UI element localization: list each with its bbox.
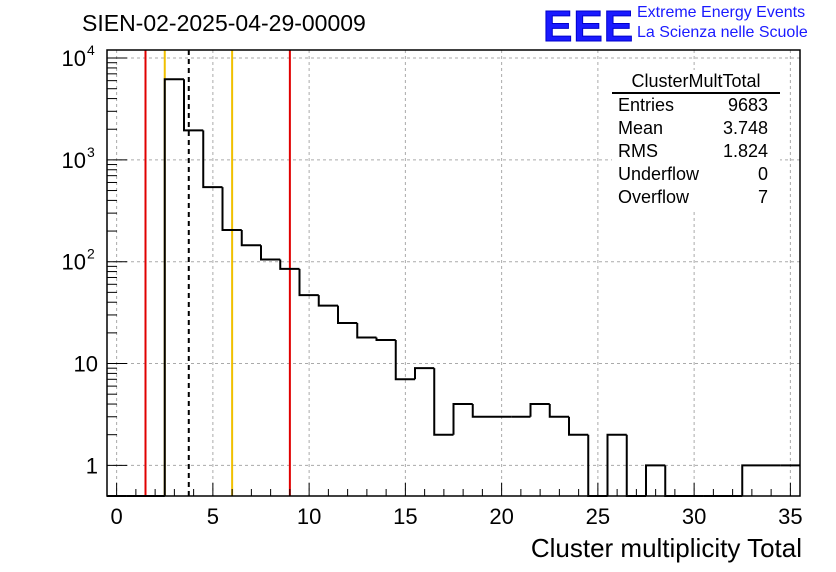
histogram-bin <box>240 229 261 247</box>
histogram-bin <box>202 130 223 189</box>
y-tick-label: 10 <box>62 148 86 173</box>
stats-row-underflow: Underflow 0 <box>612 163 780 186</box>
histogram-bin <box>163 78 184 496</box>
stats-row-entries: Entries 9683 <box>612 94 780 117</box>
stats-row-rms: RMS 1.824 <box>612 140 780 163</box>
stats-row-overflow: Overflow 7 <box>612 186 780 209</box>
stats-value: 3.748 <box>722 118 768 138</box>
y-tick-label: 10 <box>62 46 86 71</box>
y-tick-label: 1 <box>86 453 98 478</box>
stats-row-mean: Mean 3.748 <box>612 117 780 140</box>
histogram-bin <box>317 295 338 307</box>
histogram-bin <box>337 305 358 325</box>
histogram-bin <box>741 464 762 496</box>
histogram-bin <box>414 367 435 380</box>
y-tick-exponent: 2 <box>87 246 95 262</box>
stats-value: 7 <box>757 187 768 207</box>
stats-label: Entries <box>618 95 675 115</box>
y-tick-exponent: 4 <box>87 42 95 58</box>
logo-subtitle-2: La Scienza nelle Scuole <box>637 24 808 41</box>
chart-title: SIEN-02-2025-04-29-00009 <box>82 10 366 36</box>
stats-value: 0 <box>757 164 768 184</box>
x-tick-label: 10 <box>297 504 321 529</box>
x-tick-label: 5 <box>207 504 219 529</box>
stats-box: ClusterMultTotal Entries 9683 Mean 3.748… <box>612 70 780 209</box>
histogram-bin <box>529 403 550 417</box>
histogram-bin <box>452 403 473 435</box>
stats-label: RMS <box>618 141 658 161</box>
histogram-bin <box>279 259 300 270</box>
histogram-bin <box>260 245 281 261</box>
grid-lines <box>107 50 800 496</box>
x-tick-label: 30 <box>682 504 706 529</box>
histogram-bin <box>183 79 204 132</box>
stats-label: Overflow <box>618 187 690 207</box>
histogram-bin <box>375 337 396 342</box>
histogram-bin <box>221 187 242 231</box>
histogram-bin <box>568 416 589 436</box>
histogram-bin <box>356 323 377 339</box>
histogram-bin <box>298 268 319 297</box>
x-tick-label: 0 <box>111 504 123 529</box>
x-tick-label: 35 <box>778 504 802 529</box>
histogram-bin <box>394 340 415 381</box>
stats-label: Mean <box>618 118 664 138</box>
plot-frame <box>106 49 801 497</box>
x-tick-label: 25 <box>586 504 610 529</box>
logo-subtitle-1: Extreme Energy Events <box>637 4 806 21</box>
stats-title: ClusterMultTotal <box>612 70 780 94</box>
reference-lines <box>144 50 291 496</box>
stats-value: 1.824 <box>722 141 768 161</box>
histogram-bin <box>471 404 492 418</box>
x-tick-label: 15 <box>393 504 417 529</box>
y-tick-label: 10 <box>62 250 86 275</box>
stats-value: 9683 <box>727 95 768 115</box>
stats-label: Underflow <box>618 164 700 184</box>
histogram-bin <box>645 464 666 496</box>
eee-logo: EEE <box>542 2 635 52</box>
y-tick-label: 10 <box>74 352 98 377</box>
y-tick-exponent: 3 <box>87 144 95 160</box>
x-tick-label: 20 <box>489 504 513 529</box>
histogram-bin <box>606 433 627 496</box>
histogram-bin <box>433 368 454 436</box>
histogram-bin <box>548 404 569 418</box>
x-axis-label: Cluster multiplicity Total <box>530 533 802 563</box>
